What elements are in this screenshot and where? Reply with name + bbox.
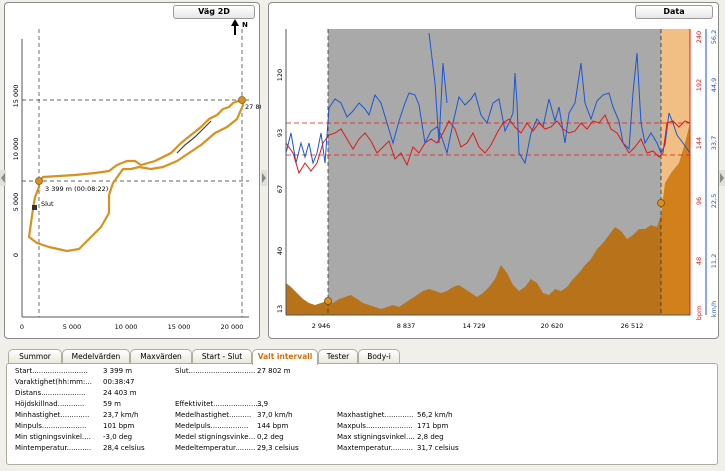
summary-row-min-stigning: Min stigningsvinkel.... -3,0 deg	[15, 433, 133, 441]
map-plot[interactable]: N 0 5 000 10 000 15 000 0 5 000 10 000 1…	[5, 3, 261, 340]
tab-body-i[interactable]: Body-i	[358, 349, 400, 364]
data-x-ticks: 2 946 8 837 14 729 20 620 26 512	[312, 322, 644, 330]
start-marker[interactable]	[35, 177, 43, 185]
summary-row-slut: Slut.............................. 27 802…	[175, 367, 291, 375]
map-y-ticks: 0 5 000 10 000 15 000	[12, 85, 20, 257]
summary-row-max-stigning: Max stigningsvinkel.... 2,8 deg	[337, 433, 444, 441]
left-tick: 93	[276, 129, 284, 137]
summary-row-maxhastighet: Maxhastighet............. 56,2 km/h	[337, 411, 453, 419]
map-x-ticks: 0 5 000 10 000 15 000 20 000	[20, 323, 243, 331]
heart-rate-line	[286, 114, 690, 175]
bpm-tick: 144	[695, 137, 703, 149]
summary-row-medeltemperatur: Medeltemperatur......... 29,3 celsius	[175, 444, 299, 452]
map-y-tick: 10 000	[12, 138, 20, 161]
bpm-tick: 192	[695, 79, 703, 91]
left-tick: 13	[276, 305, 284, 313]
speed-line	[286, 52, 690, 165]
summary-row-hojdskillnad: Höjdskillnad............ 59 m	[15, 400, 121, 408]
data-x-tick: 20 620	[541, 322, 564, 330]
summary-row-varaktighet: Varaktighet(hh:mm:... 00:38:47	[15, 378, 135, 386]
bpm-tick: 96	[695, 197, 703, 205]
elevation-area	[286, 123, 690, 315]
tab-maxvarden[interactable]: Maxvärden	[130, 349, 192, 364]
kmh-tick: 11,2	[710, 254, 718, 268]
map-panel-title[interactable]: Väg 2D	[173, 5, 255, 19]
summary-row-distans: Distans.................... 24 403 m	[15, 389, 137, 397]
data-chart[interactable]: 120 93 67 40 13 2 946 8 837 14 729 20 62…	[269, 3, 720, 340]
end-marker-label: 27 802	[245, 103, 261, 111]
kmh-axis-label: km/h	[710, 301, 718, 317]
slut-label: Slut	[41, 200, 54, 208]
kmh-axis-ticks: 56,2 44,9 33,7 22,5 11,2 km/h	[710, 30, 718, 317]
left-axis-ticks: 120 93 67 40 13	[276, 69, 284, 313]
kmh-tick: 44,9	[710, 78, 718, 92]
tab-valt-intervall[interactable]: Valt intervall	[252, 349, 318, 365]
kmh-tick: 33,7	[710, 136, 718, 150]
bpm-axis-ticks: 240 192 144 96 48 bpm	[695, 31, 703, 321]
summary-row-start: Start......................... 3 399 m	[15, 367, 133, 375]
data-x-tick: 26 512	[621, 322, 644, 330]
summary-row-medel-stigning: Medel stigningsvinke... 0,2 deg	[175, 433, 284, 441]
summary-row-medelhastighet: Medelhastighet.......... 37,0 km/h	[175, 411, 293, 419]
tab-tester[interactable]: Tester	[318, 349, 358, 364]
tab-summor[interactable]: Summor	[8, 349, 62, 364]
bpm-axis-label: bpm	[695, 306, 703, 321]
map-panel: Väg 2D N 0 5 000 10 000 15 000 0 5 000 1…	[4, 2, 261, 340]
bpm-tick: 240	[695, 31, 703, 43]
summary-row-minpuls: Minpuls.................... 101 bpm	[15, 422, 135, 430]
map-y-tick: 5 000	[12, 193, 20, 212]
kmh-tick: 56,2	[710, 30, 718, 44]
tab-medelvarden[interactable]: Medelvärden	[62, 349, 130, 364]
north-arrow-icon	[231, 19, 239, 35]
interval-end-handle[interactable]	[657, 199, 665, 207]
data-panel: Data 12	[268, 2, 719, 339]
map-x-tick: 20 000	[221, 323, 244, 331]
interval-start-handle[interactable]	[324, 297, 332, 305]
kmh-tick: 22,5	[710, 194, 718, 208]
map-x-tick: 0	[20, 323, 24, 331]
summary-row-mintemperatur: Mintemperatur........... 28,4 celsius	[15, 444, 145, 452]
summary-row-effektivitet: Effektivitet...................... 3,9	[175, 400, 269, 408]
left-tick: 120	[276, 69, 284, 81]
data-x-tick: 14 729	[463, 322, 486, 330]
tab-start-slut[interactable]: Start - Slut	[192, 349, 252, 364]
slut-marker	[32, 205, 37, 210]
data-panel-title[interactable]: Data	[635, 5, 713, 19]
map-y-tick: 0	[12, 253, 20, 257]
left-tick: 67	[276, 185, 284, 193]
summary-row-medelpuls: Medelpuls................. 144 bpm	[175, 422, 289, 430]
north-label: N	[242, 21, 248, 29]
summary-row-maxpuls: Maxpuls..................... 171 bpm	[337, 422, 449, 430]
middle-splitter-handle[interactable]	[261, 170, 267, 186]
right-splitter-handle[interactable]	[719, 170, 725, 186]
map-x-tick: 15 000	[168, 323, 191, 331]
bpm-tick: 48	[695, 257, 703, 265]
end-marker[interactable]	[238, 96, 246, 104]
summary-panel: Start......................... 3 399 m Va…	[6, 363, 718, 465]
summary-row-minhastighet: Minhastighet............. 23,7 km/h	[15, 411, 139, 419]
summary-row-maxtemperatur: Maxtemperatur.......... 31,7 celsius	[337, 444, 459, 452]
map-x-tick: 10 000	[115, 323, 138, 331]
left-tick: 40	[276, 247, 284, 255]
data-x-tick: 2 946	[312, 322, 331, 330]
start-marker-label: 3 399 m (00:08:22)	[45, 185, 108, 193]
map-y-tick: 15 000	[12, 85, 20, 108]
data-x-tick: 8 837	[397, 322, 416, 330]
left-splitter-handle[interactable]	[0, 170, 6, 186]
map-x-tick: 5 000	[63, 323, 82, 331]
route-track	[27, 98, 245, 253]
